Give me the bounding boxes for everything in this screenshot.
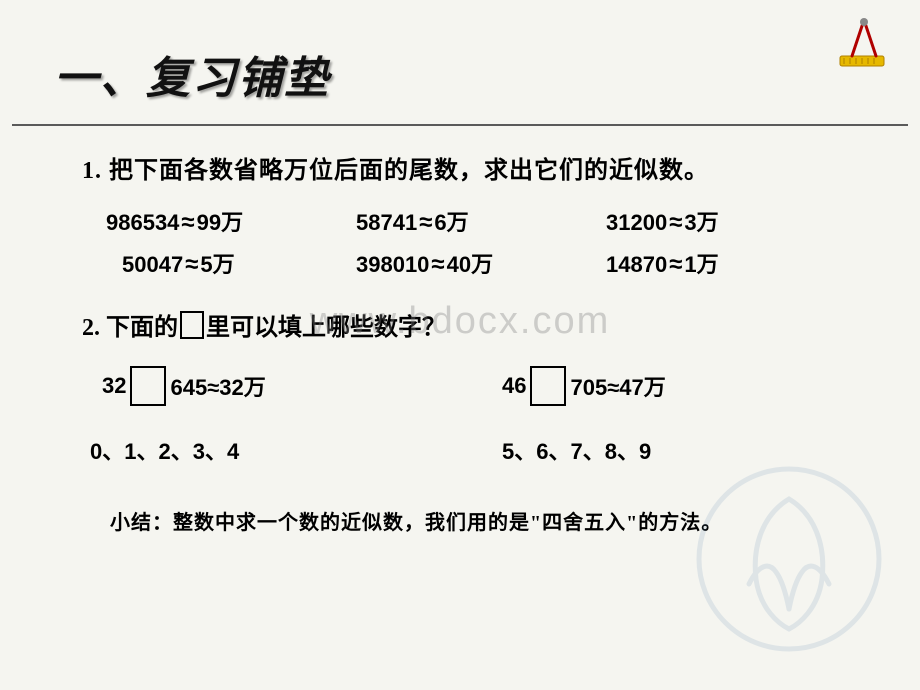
q2-post: 645≈32万 (170, 370, 265, 402)
q1-number: 986534 (106, 210, 179, 236)
q2-answer-a: 0、1、2、3、4 (90, 434, 502, 466)
q1-answer: 6万 (434, 205, 468, 237)
q2-item: 32 645≈32万 (102, 366, 502, 406)
q1-answer: 3万 (684, 205, 718, 237)
q1-row-2: 50047 ≈ 5万 398010 ≈ 40万 14870 ≈ 1万 (82, 247, 860, 279)
q1-number: 398010 (356, 252, 429, 278)
q1-row-1: 986534 ≈ 99万 58741 ≈ 6万 31200 ≈ 3万 (82, 205, 860, 237)
q1-item: 14870 ≈ 1万 (606, 247, 719, 279)
q1-answer: 40万 (447, 247, 493, 279)
question-1-prompt: 1. 把下面各数省略万位后面的尾数，求出它们的近似数。 (82, 150, 860, 185)
summary-text: 小结：整数中求一个数的近似数，我们用的是"四舍五入"的方法。 (82, 506, 860, 535)
question-2-prompt: 2. 下面的 里可以填上哪些数字？ (82, 307, 860, 342)
q1-number: 58741 (356, 210, 417, 236)
q1-number: 50047 (122, 252, 183, 278)
q1-item: 31200 ≈ 3万 (606, 205, 806, 237)
section-title: 一、复习铺垫 (0, 0, 920, 106)
approx-symbol: ≈ (669, 209, 682, 237)
q1-item: 50047 ≈ 5万 (122, 247, 356, 279)
q1-item: 986534 ≈ 99万 (106, 205, 356, 237)
approx-symbol: ≈ (431, 251, 444, 279)
q2-item: 46 705≈47万 (502, 366, 666, 406)
q1-item: 398010 ≈ 40万 (356, 247, 606, 279)
q2-post: 705≈47万 (570, 370, 665, 402)
q1-number: 14870 (606, 252, 667, 278)
q1-number: 31200 (606, 210, 667, 236)
q2-answer-b: 5、6、7、8、9 (502, 434, 651, 466)
q2-pre: 46 (502, 373, 526, 399)
q2-answers-row: 0、1、2、3、4 5、6、7、8、9 (82, 434, 860, 466)
q2-prompt-pre: 2. 下面的 (82, 307, 178, 342)
approx-symbol: ≈ (419, 209, 432, 237)
slide: 一、复习铺垫 www.bdocx.com 1. 把下面各数省略万位后面的尾数，求… (0, 0, 920, 690)
q2-pre: 32 (102, 373, 126, 399)
approx-symbol: ≈ (669, 251, 682, 279)
q1-item: 58741 ≈ 6万 (356, 205, 606, 237)
approx-symbol: ≈ (181, 209, 194, 237)
q1-answer: 1万 (684, 247, 718, 279)
question-2: 2. 下面的 里可以填上哪些数字？ 32 645≈32万 46 705≈47万 … (82, 307, 860, 466)
blank-box-icon (530, 366, 566, 406)
q2-items-row: 32 645≈32万 46 705≈47万 (82, 366, 860, 406)
q2-prompt-post: 里可以填上哪些数字？ (206, 307, 446, 342)
content-area: 1. 把下面各数省略万位后面的尾数，求出它们的近似数。 986534 ≈ 99万… (0, 126, 920, 535)
blank-box-icon (180, 311, 204, 339)
q1-answer: 5万 (200, 247, 234, 279)
q1-answer: 99万 (197, 205, 243, 237)
blank-box-icon (130, 366, 166, 406)
approx-symbol: ≈ (185, 251, 198, 279)
compass-ruler-icon (834, 12, 894, 72)
